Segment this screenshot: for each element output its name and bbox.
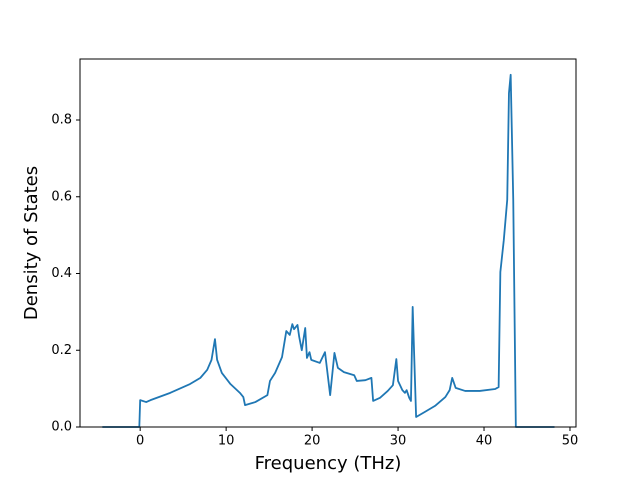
x-tick-label: 20 <box>304 434 321 449</box>
x-tick-label: 0 <box>136 434 144 449</box>
y-tick-label: 0.6 <box>51 189 72 204</box>
y-tick-label: 0.2 <box>51 343 72 358</box>
y-tick-label: 0.8 <box>51 113 72 128</box>
x-tick-label: 10 <box>218 434 235 449</box>
x-tick-label: 50 <box>562 434 579 449</box>
x-tick-label: 40 <box>476 434 493 449</box>
line <box>102 73 555 428</box>
y-axis-label: Density of States <box>21 166 42 320</box>
x-axis-label: Frequency (THz) <box>255 453 402 474</box>
y-tick-label: 0.0 <box>51 420 72 435</box>
y-tick-label: 0.4 <box>51 266 72 281</box>
plot-frame <box>79 58 577 428</box>
x-tick-label: 30 <box>390 434 407 449</box>
